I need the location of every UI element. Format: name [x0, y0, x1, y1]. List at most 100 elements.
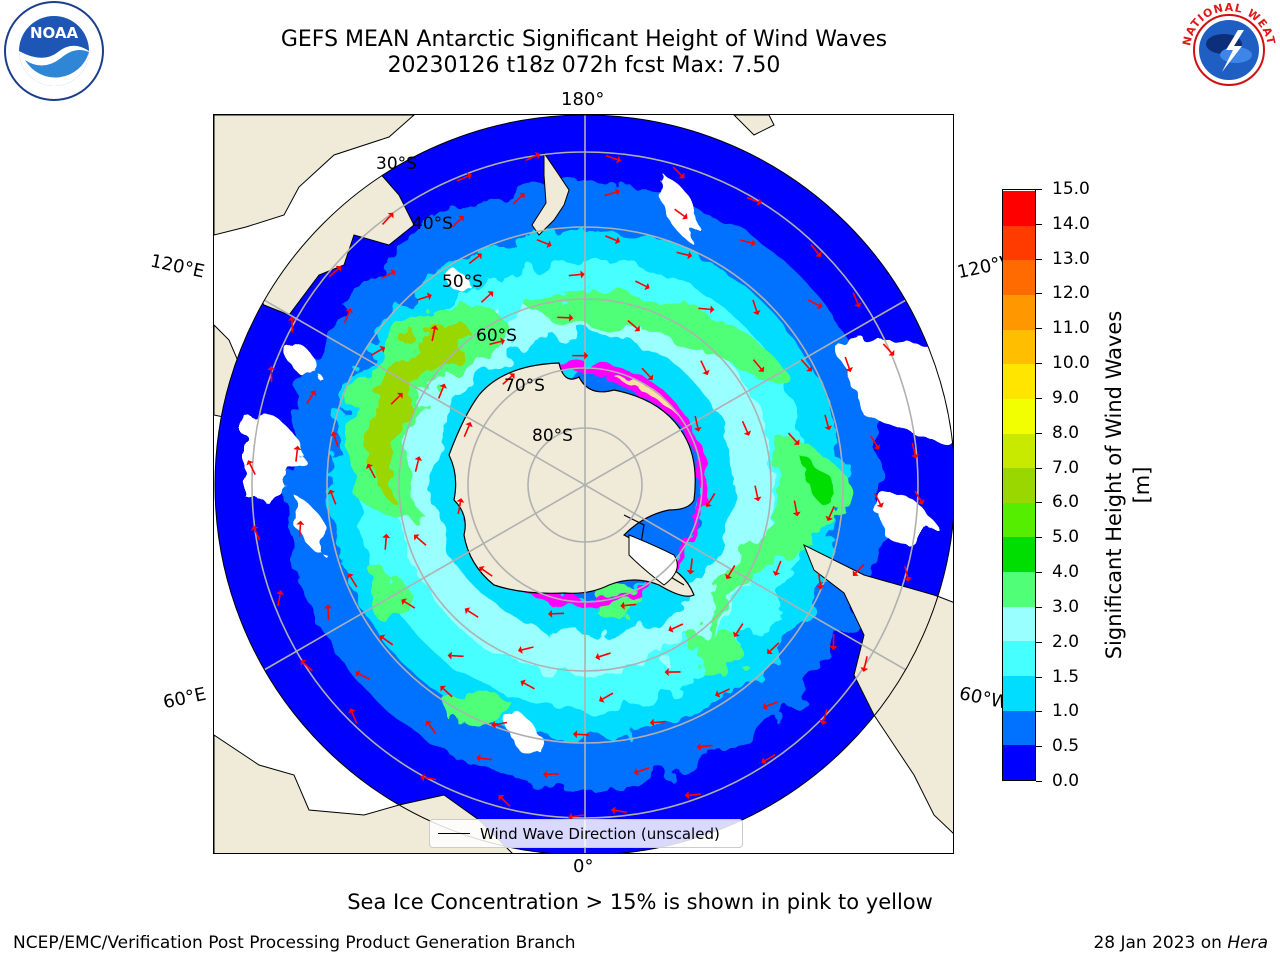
wave-direction-arrow: [828, 506, 835, 518]
colorbar-tick-mark: [1036, 363, 1042, 365]
wave-direction-arrowhead: [815, 251, 822, 258]
legend-label: Wind Wave Direction (unscaled): [480, 824, 720, 843]
wave-direction-arrow: [343, 311, 350, 324]
wave-direction-arrow: [500, 797, 511, 807]
wave-direction-arrowhead: [387, 212, 394, 219]
colorbar-tick-label: 0.0: [1052, 771, 1080, 791]
wave-direction-arrow: [800, 358, 810, 370]
colorbar-tick-mark: [1036, 676, 1042, 678]
wave-direction-arrow: [627, 319, 638, 329]
wave-direction-arrow: [298, 524, 302, 537]
noaa-logo-text: NOAA: [30, 24, 79, 42]
colorbar-tick-mark: [1036, 432, 1042, 434]
wave-direction-arrow: [863, 656, 868, 669]
wave-direction-arrowhead: [829, 646, 838, 651]
legend-line-swatch: [438, 833, 470, 834]
wave-direction-arrow: [576, 733, 589, 736]
wave-direction-arrow: [764, 753, 776, 762]
wave-direction-arrowhead: [519, 192, 525, 199]
colorbar-segment: [1003, 536, 1035, 573]
wave-direction-arrowhead: [687, 251, 693, 260]
wave-direction-arrowhead: [330, 431, 338, 437]
wave-direction-arrowhead: [458, 215, 464, 222]
wave-direction-arrowhead: [647, 374, 654, 380]
colorbar-segment: [1003, 467, 1035, 503]
lat-label-70s: 70°S: [504, 376, 545, 396]
wave-direction-arrow: [694, 415, 699, 428]
wave-direction-arrow: [689, 558, 694, 571]
colorbar-segment: [1003, 190, 1035, 226]
wave-direction-arrow: [512, 195, 523, 205]
wave-direction-arrowhead: [542, 770, 548, 779]
wave-direction-arrowhead: [610, 806, 616, 815]
wave-direction-arrow: [810, 243, 819, 255]
wave-direction-arrowhead: [413, 534, 420, 541]
wave-direction-arrowhead: [569, 313, 574, 322]
wave-direction-arrowhead: [678, 172, 685, 179]
wave-direction-arrow: [741, 420, 749, 433]
wave-direction-arrow: [754, 485, 759, 498]
wave-direction-arrowhead: [466, 172, 472, 181]
wave-direction-arrow: [904, 565, 909, 579]
wave-direction-arrow: [495, 721, 508, 726]
map-legend: Wind Wave Direction (unscaled): [429, 819, 743, 848]
wave-direction-arrow: [822, 709, 828, 722]
wave-direction-arrowhead: [595, 652, 601, 661]
wave-direction-arrowhead: [725, 573, 733, 580]
wave-direction-arrow: [598, 652, 611, 658]
wave-direction-arrow: [481, 568, 493, 577]
wave-direction-arrowhead: [465, 421, 473, 428]
wave-direction-arrow: [769, 642, 780, 652]
wave-direction-arrow: [765, 701, 778, 708]
wave-direction-arrowhead: [710, 305, 715, 314]
wave-direction-arrow: [381, 272, 393, 280]
wave-direction-arrow: [390, 395, 401, 405]
wave-direction-arrow: [752, 299, 758, 312]
wave-direction-arrowhead: [649, 718, 655, 727]
wave-direction-arrow: [457, 501, 462, 514]
wave-direction-arrow: [328, 268, 339, 278]
wave-direction-arrowhead: [487, 291, 494, 298]
wave-direction-arrow: [249, 463, 256, 475]
colorbar-tick-mark: [1036, 572, 1042, 574]
colorbar-segment: [1003, 433, 1035, 469]
wave-direction-arrowhead: [614, 188, 620, 196]
wave-direction-arrow: [674, 208, 685, 217]
wave-direction-arrowhead: [873, 444, 881, 450]
wave-direction-arrow: [525, 154, 537, 162]
wave-direction-arrow: [551, 612, 565, 615]
wave-direction-arrow: [456, 175, 469, 182]
wave-direction-arrow: [381, 215, 392, 226]
colorbar-tick-label: 5.0: [1052, 527, 1080, 548]
wave-direction-arrow: [635, 280, 647, 288]
wave-direction-arrowhead: [633, 768, 639, 776]
wave-direction-arrowhead: [715, 690, 721, 698]
wave-direction-arrow: [735, 623, 744, 635]
wave-direction-arrowhead: [664, 668, 669, 677]
wave-direction-arrow: [671, 623, 684, 630]
wave-direction-arrowhead: [845, 367, 854, 373]
wave-direction-arrowhead: [792, 511, 801, 517]
wave-direction-arrowhead: [500, 337, 505, 346]
wave-direction-arrowhead: [758, 366, 765, 372]
wave-direction-arrowhead: [568, 812, 573, 821]
wave-direction-arrowhead: [743, 430, 752, 436]
wave-direction-arrow: [624, 603, 637, 607]
wave-direction-arrowhead: [767, 648, 773, 655]
colorbar-tick-label: 14.0: [1052, 213, 1090, 234]
lon-label-0: 0°: [573, 856, 594, 877]
wave-direction-arrowhead: [806, 365, 813, 372]
wave-direction-arrowhead: [355, 670, 361, 678]
wave-direction-arrow: [521, 646, 534, 651]
wave-direction-arrowhead: [430, 325, 439, 330]
lat-label-80s: 80°S: [532, 426, 573, 446]
wave-direction-arrow: [414, 459, 420, 472]
wave-direction-arrowhead: [546, 240, 552, 248]
colorbar-segment: [1003, 225, 1035, 261]
wave-direction-arrowhead: [347, 573, 354, 579]
wave-direction-arrow: [502, 375, 513, 385]
colorbar-tick-label: 1.5: [1052, 666, 1080, 687]
wave-direction-arrowhead: [620, 601, 625, 610]
wave-direction-arrow: [546, 773, 560, 776]
wave-direction-arrow: [727, 565, 736, 577]
